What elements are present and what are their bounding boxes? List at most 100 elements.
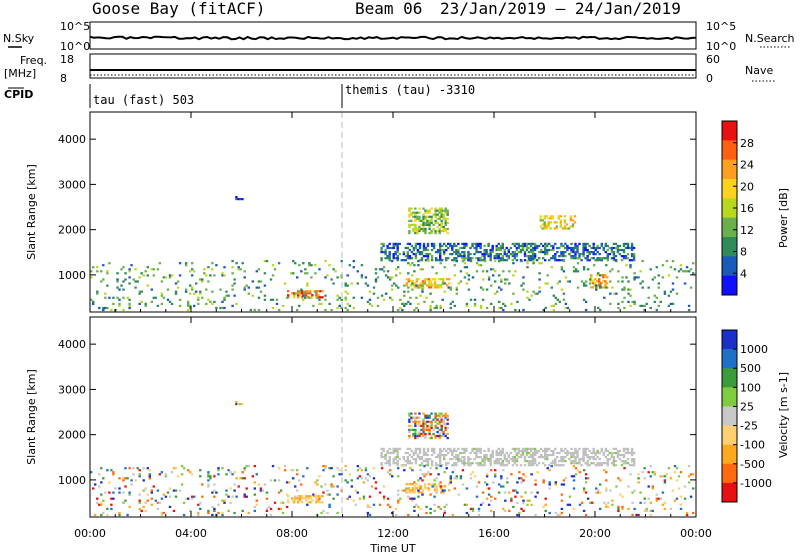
velocity-echo-cell	[584, 462, 587, 465]
velocity-echo-cell	[315, 501, 318, 504]
velocity-echo-cell	[380, 467, 384, 470]
power-echo-cell	[514, 308, 517, 312]
power-echo-cell	[562, 298, 566, 301]
velocity-echo-cell	[409, 483, 413, 486]
velocity-echo-cell	[306, 467, 309, 470]
noise-right-label: N.Search	[745, 32, 795, 45]
power-echo-cell	[413, 282, 417, 285]
power-echo-cell	[424, 227, 427, 231]
velocity-echo-cell	[374, 487, 378, 490]
velocity-echo-cell	[647, 471, 650, 474]
power-echo-cell	[156, 304, 160, 307]
velocity-echo-cell	[621, 495, 624, 498]
velocity-echo-cell	[451, 458, 454, 461]
velocity-echo-cell	[483, 456, 486, 459]
velocity-echo-cell	[497, 447, 500, 450]
power-echo-cell	[475, 251, 478, 254]
power-echo-cell	[225, 294, 228, 297]
velocity-echo-cell	[213, 509, 216, 512]
power-echo-cell	[433, 278, 437, 281]
velocity-echo-cell	[459, 451, 462, 455]
power-echo-cell	[297, 292, 300, 295]
power-echo-cell	[158, 262, 162, 265]
power-echo-cell	[430, 207, 433, 210]
velocity-echo-cell	[463, 460, 466, 463]
power-echo-cell	[549, 227, 552, 230]
power-echo-cell	[500, 306, 503, 310]
power-echo-cell	[393, 282, 396, 285]
velocity-echo-cell	[643, 477, 646, 480]
power-echo-cell	[92, 302, 95, 305]
power-echo-cell	[639, 282, 642, 285]
velocity-echo-cell	[330, 483, 333, 486]
velocity-echo-cell	[348, 473, 351, 476]
velocity-echo-cell	[413, 509, 416, 512]
power-echo-cell	[588, 259, 591, 262]
power-echo-cell	[555, 225, 558, 228]
power-echo-cell	[598, 280, 601, 283]
velocity-echo-cell	[429, 493, 432, 496]
velocity-echo-cell	[439, 485, 442, 488]
velocity-echo-cell	[504, 491, 507, 494]
velocity-echo-cell	[663, 481, 667, 484]
velocity-echo-cell	[360, 469, 364, 472]
velocity-echo-cell	[420, 458, 424, 461]
power-echo-cell	[430, 248, 434, 252]
velocity-echo-cell	[622, 456, 626, 459]
velocity-echo-cell	[420, 462, 424, 465]
power-echo-cell	[440, 207, 443, 210]
velocity-echo-cell	[560, 460, 563, 463]
velocity-echo-cell	[427, 489, 431, 492]
power-echo-cell	[319, 296, 322, 299]
velocity-echo-cell	[643, 467, 646, 470]
power-echo-cell	[410, 257, 414, 260]
power-echo-cell	[443, 251, 446, 254]
power-echo-cell	[556, 246, 559, 250]
power-echo-cell	[548, 242, 551, 245]
power-echo-cell	[441, 282, 444, 285]
velocity-echo-cell	[296, 489, 299, 492]
velocity-echo-cell	[446, 422, 449, 425]
power-echo-cell	[692, 272, 695, 275]
power-echo-cell	[205, 302, 208, 305]
power-echo-cell	[491, 244, 494, 248]
power-echo-cell	[306, 282, 309, 285]
velocity-echo-cell	[437, 505, 440, 508]
velocity-echo-cell	[562, 456, 565, 459]
velocity-echo-cell	[647, 497, 650, 500]
velocity-echo-cell	[576, 451, 579, 455]
velocity-echo-cell	[326, 493, 329, 496]
power-echo-cell	[439, 255, 442, 258]
power-echo-cell	[423, 300, 426, 303]
velocity-echo-cell	[388, 462, 391, 465]
power-echo-cell	[424, 223, 427, 226]
velocity-echo-cell	[410, 416, 413, 419]
power-echo-cell	[403, 290, 406, 293]
velocity-echo-cell	[382, 449, 385, 453]
velocity-echo-cell	[537, 449, 541, 453]
power-echo-cell	[438, 215, 441, 218]
power-echo-cell	[657, 304, 660, 307]
power-echo-cell	[559, 225, 562, 228]
power-echo-cell	[413, 264, 416, 267]
power-echo-cell	[602, 246, 605, 250]
velocity-echo-cell	[515, 464, 519, 467]
power-echo-cell	[475, 270, 479, 273]
velocity-echo-cell	[418, 412, 421, 415]
power-echo-cell	[299, 294, 302, 297]
power-echo-cell	[558, 259, 561, 262]
velocity-echo-cell	[602, 462, 605, 465]
power-echo-cell	[422, 255, 426, 258]
velocity-echo-cell	[420, 424, 423, 427]
power-echo-cell	[389, 296, 392, 299]
velocity-echo-cell	[384, 456, 387, 459]
velocity-echo-cell	[433, 479, 436, 482]
velocity-echo-cell	[435, 491, 438, 494]
velocity-echo-cell	[604, 449, 607, 453]
power-echo-cell	[543, 215, 546, 218]
velocity-echo-cell	[522, 479, 525, 482]
velocity-echo-cell	[112, 497, 115, 500]
power-echo-cell	[592, 242, 595, 245]
velocity-echo-cell	[207, 483, 210, 486]
power-echo-cell	[563, 215, 567, 218]
